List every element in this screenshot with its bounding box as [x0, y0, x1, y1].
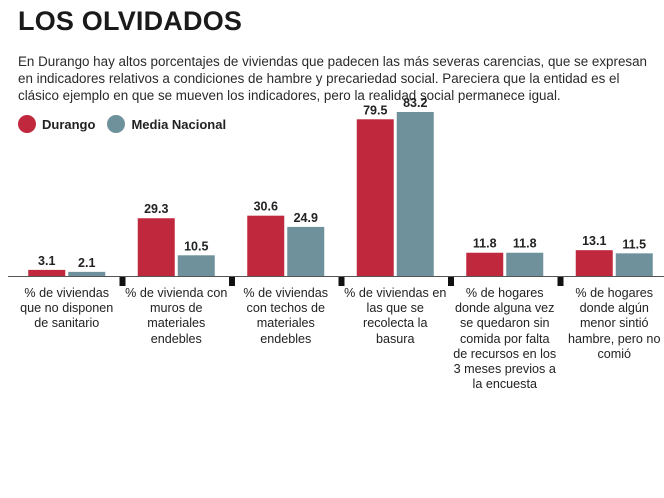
bar-durango	[247, 215, 285, 276]
data-label: 30.6	[254, 200, 278, 214]
data-label: 29.3	[144, 202, 168, 216]
category-label: % de vivienda con muros de materiales en…	[125, 286, 228, 346]
legend-label-nacional: Media Nacional	[131, 116, 227, 132]
data-label: 13.1	[582, 234, 606, 248]
bar-durango	[356, 119, 394, 276]
legend-item-nacional: Media Nacional	[107, 115, 226, 133]
bar-durango	[466, 252, 504, 276]
data-label: 2.1	[78, 256, 95, 270]
chart-title: LOS OLVIDADOS	[18, 6, 243, 36]
data-label: 11.5	[622, 237, 646, 251]
category-label: % de hogares donde alguna vez se quedaro…	[453, 286, 557, 392]
data-label: 11.8	[513, 237, 537, 251]
group-divider-marker	[557, 277, 564, 286]
bar-durango	[28, 269, 66, 276]
chart-subtitle: En Durango hay altos porcentajes de vivi…	[18, 54, 647, 103]
data-label: 79.5	[363, 103, 387, 117]
legend: Durango Media Nacional	[18, 115, 238, 133]
group-divider-marker	[448, 277, 454, 286]
legend-label-durango: Durango	[42, 116, 96, 132]
data-label: 11.8	[473, 237, 497, 251]
bar-nacional	[177, 255, 215, 276]
data-label: 24.9	[294, 211, 318, 225]
category-label: % de viviendas en las que se recolecta l…	[344, 286, 447, 346]
data-label: 3.1	[38, 254, 55, 268]
legend-swatch-durango	[18, 115, 36, 133]
bar-nacional	[68, 271, 106, 276]
bar-nacional	[396, 112, 434, 276]
bar-nacional	[615, 253, 653, 276]
data-label: 83.2	[403, 96, 427, 110]
bar-nacional	[287, 226, 325, 276]
legend-swatch-nacional	[107, 115, 126, 133]
bar-durango	[575, 250, 613, 276]
bar-nacional	[506, 252, 544, 276]
group-divider-marker	[229, 277, 235, 286]
group-divider-marker	[338, 277, 345, 286]
legend-item-durango: Durango	[18, 115, 95, 133]
category-label: % de hogares donde algún menor sintió ha…	[568, 286, 661, 361]
bar-durango	[137, 218, 175, 276]
category-label: % de viviendas que no disponen de sanita…	[20, 286, 114, 331]
data-label: 10.5	[184, 239, 208, 253]
group-divider-marker	[119, 277, 126, 286]
category-label: % de viviendas con techos de materiales …	[243, 286, 329, 346]
